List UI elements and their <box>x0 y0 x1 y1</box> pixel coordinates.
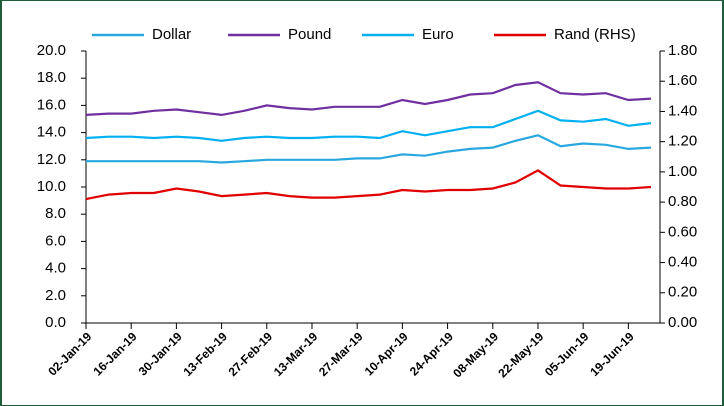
y2-tick-label: 1.80 <box>668 42 697 59</box>
x-tick-label: 27-Mar-19 <box>316 329 366 379</box>
y2-tick-label: 0.80 <box>668 193 697 210</box>
legend-label: Pound <box>288 26 331 43</box>
x-tick-label: 24-Apr-19 <box>407 329 456 378</box>
y2-tick-label: 0.00 <box>668 314 697 331</box>
y-tick-label: 2.0 <box>45 287 66 304</box>
y-tick-label: 18.0 <box>37 69 66 86</box>
x-tick-label: 02-Jan-19 <box>45 329 94 378</box>
y-tick-label: 4.0 <box>45 260 66 277</box>
y2-tick-label: 1.20 <box>668 133 697 150</box>
y-tick-label: 8.0 <box>45 205 66 222</box>
y2-tick-label: 0.40 <box>668 254 697 271</box>
y2-tick-label: 1.40 <box>668 102 697 119</box>
y2-tick-label: 1.00 <box>668 163 697 180</box>
x-tick-label: 13-Feb-19 <box>180 329 230 379</box>
x-tick-label: 13-Mar-19 <box>271 329 321 379</box>
y2-tick-label: 0.20 <box>668 284 697 301</box>
x-tick-label: 05-Jun-19 <box>542 329 592 379</box>
series-line <box>85 109 652 142</box>
x-tick-label: 08-May-19 <box>450 329 501 380</box>
y2-tick-label: 1.60 <box>668 72 697 89</box>
legend-label: Rand (RHS) <box>554 26 636 43</box>
y-tick-label: 14.0 <box>37 124 66 141</box>
y-tick-label: 10.0 <box>37 178 66 195</box>
x-tick-label: 30-Jan-19 <box>136 329 185 378</box>
x-tick-label: 22-May-19 <box>495 329 546 380</box>
y2-tick-label: 0.60 <box>668 223 697 240</box>
legend-label: Dollar <box>152 26 191 43</box>
series-line <box>85 169 652 201</box>
series-line <box>86 134 652 164</box>
y-tick-label: 20.0 <box>37 42 66 59</box>
series-line <box>85 81 652 117</box>
legend-label: Euro <box>422 26 454 43</box>
y-tick-label: 0.0 <box>45 314 66 331</box>
x-tick-label: 10-Apr-19 <box>362 329 411 378</box>
x-tick-label: 16-Jan-19 <box>91 329 140 378</box>
y-tick-label: 6.0 <box>45 232 66 249</box>
x-tick-label: 27-Feb-19 <box>226 329 276 379</box>
y-tick-label: 16.0 <box>37 96 66 113</box>
x-tick-label: 19-Jun-19 <box>587 329 637 379</box>
y-tick-label: 12.0 <box>37 151 66 168</box>
